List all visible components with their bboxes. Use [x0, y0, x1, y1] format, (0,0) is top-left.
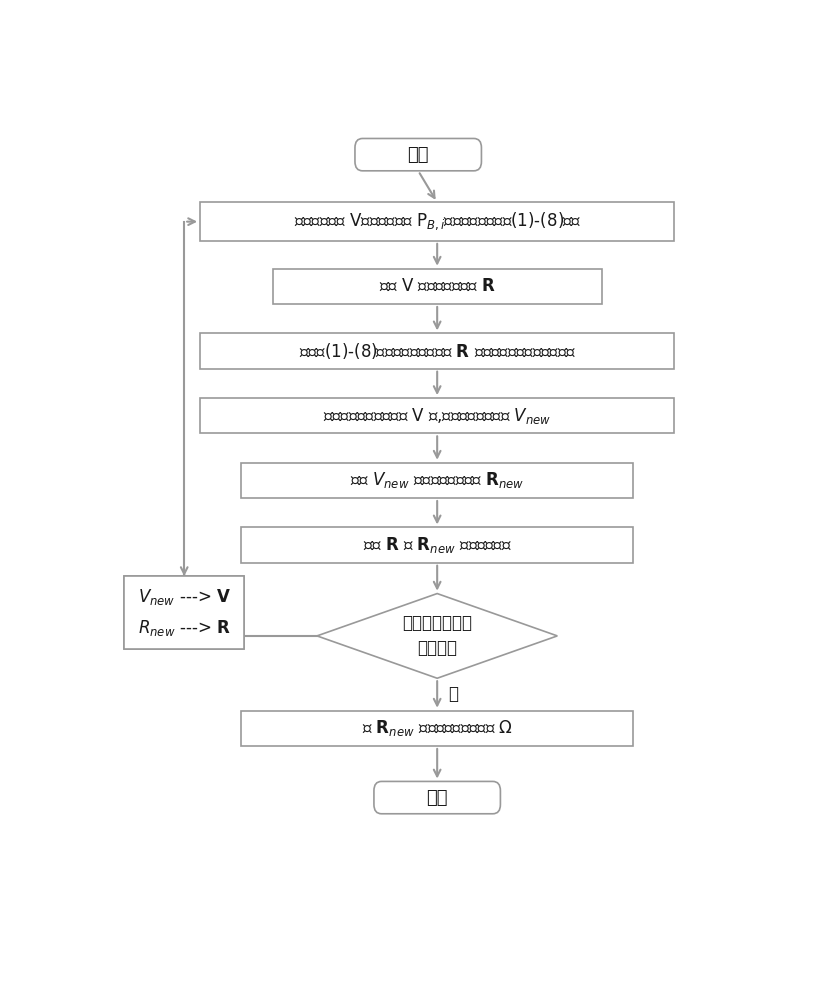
Text: 用 $\mathbf{R}_{new}$ 近似原非线性可行域 $\Omega$: 用 $\mathbf{R}_{new}$ 近似原非线性可行域 $\Omega$	[361, 718, 512, 738]
Text: 基于 V 构造一个多面体 $\mathbf{R}$: 基于 V 构造一个多面体 $\mathbf{R}$	[379, 277, 495, 295]
Bar	[124, 576, 244, 649]
Text: 差异是否小于设
置的阈值: 差异是否小于设 置的阈值	[402, 614, 472, 657]
Bar	[273, 269, 601, 304]
Bar	[200, 333, 674, 369]
Bar	[242, 463, 633, 498]
FancyBboxPatch shape	[374, 781, 500, 814]
Text: 是: 是	[449, 685, 459, 703]
Text: 开始: 开始	[407, 146, 429, 164]
Bar	[200, 398, 674, 433]
Text: 在约束(1)-(8)的条件下，通过平移 $\mathbf{R}$ 的每一个面得到新的边界点: 在约束(1)-(8)的条件下，通过平移 $\mathbf{R}$ 的每一个面得到…	[299, 341, 576, 361]
Text: $R_{new}$ ---> $\mathbf{R}$: $R_{new}$ ---> $\mathbf{R}$	[138, 617, 231, 637]
Text: $V_{new}$ ---> $\mathbf{V}$: $V_{new}$ ---> $\mathbf{V}$	[138, 587, 231, 607]
Polygon shape	[317, 594, 557, 678]
Bar	[242, 711, 633, 746]
Text: 否: 否	[233, 609, 243, 627]
Text: 计算 $\mathbf{R}$ 和 $\mathbf{R}_{new}$ 之间的体积差: 计算 $\mathbf{R}$ 和 $\mathbf{R}_{new}$ 之间的…	[362, 535, 512, 555]
Text: $R_{new}$ ---> $\mathbf{R}$: $R_{new}$ ---> $\mathbf{R}$	[138, 618, 231, 638]
Text: 基于 $V_{new}$ 构造一个新多面体 $\mathbf{R}_{new}$: 基于 $V_{new}$ 构造一个新多面体 $\mathbf{R}_{new}$	[350, 470, 525, 490]
Bar	[200, 202, 674, 241]
Text: $V_{new}$ ---> $\mathbf{V}$: $V_{new}$ ---> $\mathbf{V}$	[138, 589, 231, 609]
Text: 初始化边界集 V，其包括沿的 P$_{B,i}$各轴的服从于等式(1)-(8)极值: 初始化边界集 V，其包括沿的 P$_{B,i}$各轴的服从于等式(1)-(8)极…	[294, 211, 581, 232]
Text: 把新发现的边界点加到 V 上,形成一个新的集合 $V_{new}$: 把新发现的边界点加到 V 上,形成一个新的集合 $V_{new}$	[323, 406, 552, 426]
Text: 结束: 结束	[427, 789, 448, 807]
Bar	[242, 527, 633, 563]
Bar	[124, 576, 244, 649]
FancyBboxPatch shape	[355, 138, 481, 171]
